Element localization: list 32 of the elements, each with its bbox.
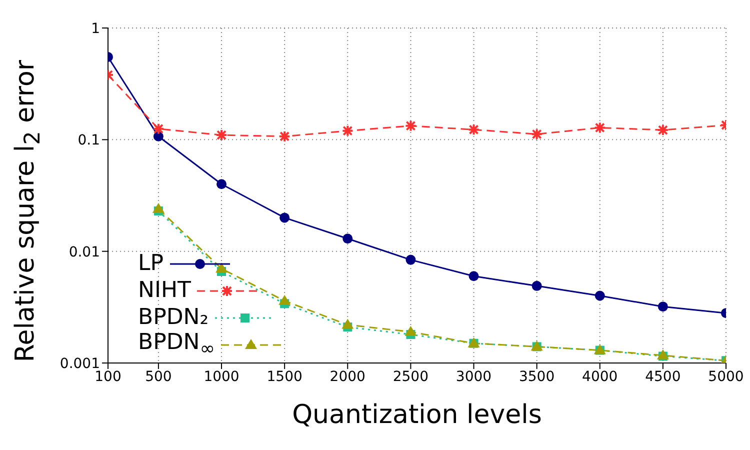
point: [342, 318, 354, 329]
legend-label: LP: [138, 251, 164, 276]
point: [280, 212, 290, 223]
x-tick-label: 1500: [266, 368, 302, 385]
point: [216, 262, 228, 273]
y-tick-label: 0.1: [78, 132, 100, 149]
legend-label: BPDN$_{∞}$: [138, 330, 216, 360]
x-axis-title: Quantization levels: [291, 400, 543, 430]
point: [468, 271, 479, 282]
point: [216, 179, 227, 190]
y-tick-label: 0.01: [68, 244, 100, 260]
x-tick-label: 2000: [330, 368, 366, 385]
point: [594, 290, 605, 301]
point: [152, 202, 164, 213]
y-tick-label: 1: [91, 20, 100, 37]
point: [658, 302, 668, 312]
point: [532, 280, 542, 291]
x-tick-label: 1000: [204, 368, 240, 385]
x-tick-label: 3000: [456, 368, 492, 385]
legend-label: NIHT: [138, 278, 191, 303]
point: [342, 234, 353, 244]
x-tick-label: 2500: [392, 368, 429, 385]
x-tick-label: 4000: [582, 368, 618, 385]
point: [656, 349, 669, 360]
point: [278, 294, 291, 305]
legend-label: BPDN₂: [138, 305, 209, 330]
point: [404, 326, 417, 336]
x-tick-label: 5000: [708, 368, 744, 385]
x-tick-label: 4500: [645, 368, 681, 385]
x-tick-label: 500: [145, 368, 172, 385]
x-tick-label: 3500: [518, 368, 555, 385]
point: [406, 254, 416, 265]
